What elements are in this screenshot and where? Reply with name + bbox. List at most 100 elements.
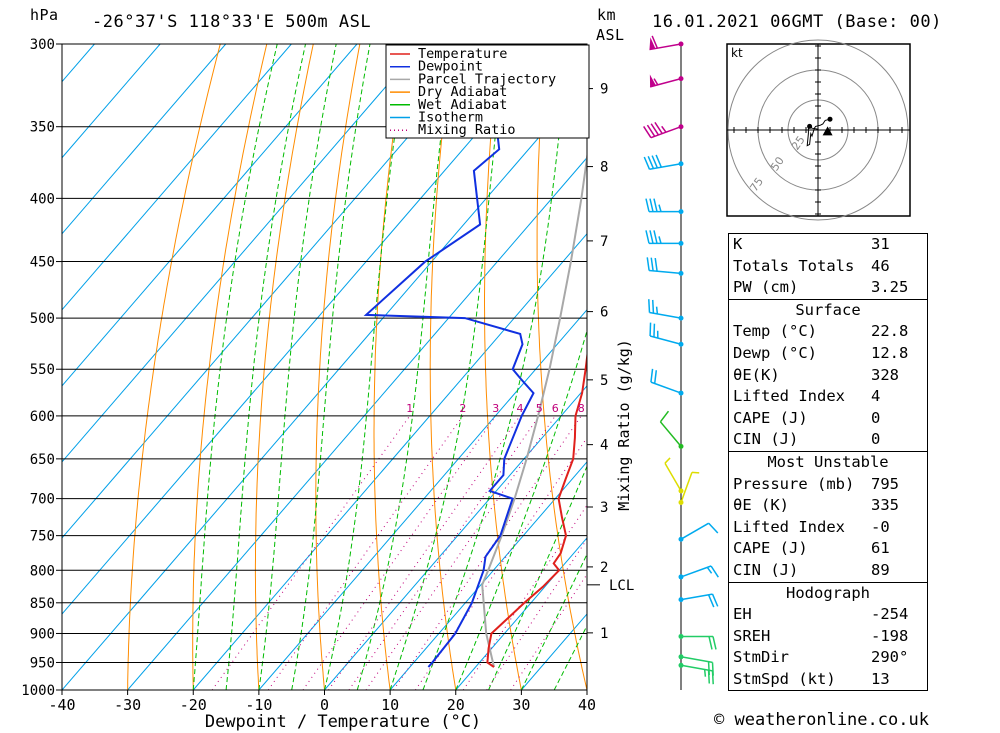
mixing-ratio-label: 25 bbox=[684, 402, 698, 415]
wind-barb-pennant bbox=[649, 37, 656, 50]
wind-barb bbox=[646, 257, 684, 276]
wet-adiabat bbox=[324, 44, 409, 690]
isotherm-line bbox=[62, 44, 358, 387]
plot-frame bbox=[61, 43, 588, 691]
wind-barb-full bbox=[653, 230, 658, 244]
wind-barb-full bbox=[710, 565, 719, 578]
x-tick-label: -20 bbox=[180, 696, 207, 714]
most-unstable-row: Lifted Index -0 bbox=[729, 517, 927, 539]
wind-barb-dot bbox=[678, 161, 684, 167]
wind-barb-full bbox=[659, 410, 670, 423]
wind-barb-dot bbox=[678, 662, 684, 668]
index-label: K bbox=[733, 235, 743, 253]
x-tick-label: -30 bbox=[114, 696, 141, 714]
wind-barb-shaft bbox=[680, 593, 713, 601]
surface-label: CIN (J) bbox=[733, 430, 799, 449]
most-unstable-value: 89 bbox=[871, 560, 890, 579]
isotherm-line bbox=[127, 156, 587, 690]
wind-barb-shaft bbox=[649, 335, 682, 345]
plot-area: 1 2 3 4 5 6 8 10 16 20 25 bbox=[62, 44, 698, 690]
header-height-ref: ASL bbox=[596, 26, 625, 44]
wind-barb-full bbox=[650, 257, 654, 272]
wind-barb-dot bbox=[678, 390, 684, 396]
wind-barb-dot bbox=[678, 633, 684, 639]
most-unstable-title: Most Unstable bbox=[767, 452, 889, 471]
hodograph-title: Hodograph bbox=[786, 583, 870, 602]
indices-table: K 31 Totals Totals 46 PW (cm) 3.25 Surface Te… bbox=[728, 233, 928, 692]
surface-row: Temp (°C) 22.8 bbox=[729, 321, 927, 343]
credit-link[interactable]: © weatheronline.co.uk bbox=[714, 710, 929, 730]
pressure-tick-label: 1000 bbox=[21, 683, 55, 699]
hodograph-block: Hodograph EH -254 SREH -198 StmDir 290° StmSpd… bbox=[729, 583, 927, 691]
mixing-ratio-line bbox=[348, 415, 540, 690]
dry-adiabat bbox=[484, 44, 522, 690]
header-datetime: 16.01.2021 06GMT (Base: 00) bbox=[652, 12, 942, 32]
most-unstable-label: θE (K) bbox=[733, 496, 789, 515]
pressure-tick-label: 700 bbox=[30, 492, 55, 508]
surface-label: Dewp (°C) bbox=[733, 343, 817, 362]
wind-barb-full bbox=[650, 123, 660, 136]
isotherm-line bbox=[62, 44, 161, 159]
height-tick-label: 7 bbox=[600, 234, 608, 250]
index-label: PW (cm) bbox=[733, 278, 799, 297]
wind-barb-dot bbox=[678, 76, 684, 82]
wind-barb-full bbox=[646, 257, 650, 271]
wind-barb-full bbox=[708, 522, 719, 534]
wind-barb-shaft bbox=[650, 381, 682, 394]
wind-barb-half bbox=[658, 236, 662, 244]
dry-adiabat bbox=[254, 44, 314, 690]
wind-barb-dot bbox=[678, 574, 684, 580]
mixing-ratio-label: 6 bbox=[552, 402, 559, 415]
wet-adiabat bbox=[291, 44, 371, 690]
isotherm-line bbox=[192, 232, 587, 690]
isotherm-line bbox=[258, 309, 587, 690]
wind-barb-shaft bbox=[680, 522, 710, 540]
pressure-tick-label: 950 bbox=[30, 655, 55, 671]
wind-barb-full bbox=[643, 126, 652, 139]
dry-adiabat bbox=[536, 44, 587, 690]
wet-adiabat bbox=[520, 552, 587, 690]
wind-barb bbox=[659, 410, 684, 449]
wind-barb-half bbox=[658, 204, 662, 212]
wind-barb-shaft bbox=[680, 664, 713, 672]
wind-barb-dot bbox=[678, 124, 684, 130]
most-unstable-row: CIN (J) 89 bbox=[729, 560, 927, 582]
wind-barb-half bbox=[703, 669, 707, 677]
wind-barb-full bbox=[653, 370, 658, 384]
wind-barb bbox=[649, 322, 684, 347]
mixing-ratio-label: 1 bbox=[406, 402, 413, 415]
wind-barb-shaft bbox=[649, 162, 682, 171]
hodograph-unit-label: kt bbox=[731, 46, 743, 60]
x-tick-label: 30 bbox=[512, 696, 530, 714]
wind-barb-dot bbox=[678, 488, 684, 494]
wind-barb-full bbox=[646, 124, 656, 137]
mixing-ratio-label: 2 bbox=[459, 402, 466, 415]
surface-row: CIN (J) 0 bbox=[729, 429, 927, 451]
header-pressure-unit: hPa bbox=[30, 6, 59, 24]
wind-barb-shaft bbox=[649, 77, 682, 88]
legend-entry: Isotherm bbox=[418, 110, 483, 126]
mixing-ratio-axis-label: Mixing Ratio (g/kg) bbox=[615, 339, 633, 511]
most-unstable-label: CIN (J) bbox=[733, 560, 799, 579]
pressure-tick-label: 450 bbox=[30, 255, 55, 271]
wind-barb-dot bbox=[678, 597, 684, 603]
most-unstable-row: θE (K) 335 bbox=[729, 495, 927, 517]
wind-barb bbox=[678, 522, 719, 542]
wind-barb-full bbox=[711, 593, 719, 607]
surface-row: Dewp (°C) 12.8 bbox=[729, 343, 927, 365]
dewpoint-line bbox=[363, 44, 535, 668]
header-location: -26°37'S 118°33'E 500m ASL bbox=[92, 12, 372, 32]
pressure-tick-label: 500 bbox=[30, 311, 55, 327]
surface-title: Surface bbox=[795, 300, 861, 319]
height-tick-label: 5 bbox=[600, 373, 608, 389]
wind-barb-dot bbox=[678, 270, 684, 276]
legend-entry: Temperature bbox=[418, 46, 507, 62]
wind-barb-dot bbox=[678, 443, 684, 449]
mixing-ratio-label: 5 bbox=[536, 402, 543, 415]
hodograph-row: SREH -198 bbox=[729, 626, 927, 648]
wind-barb-shaft bbox=[664, 462, 682, 492]
wind-barb bbox=[645, 230, 684, 246]
dry-adiabat bbox=[127, 44, 221, 690]
x-tick-label: 10 bbox=[381, 696, 399, 714]
